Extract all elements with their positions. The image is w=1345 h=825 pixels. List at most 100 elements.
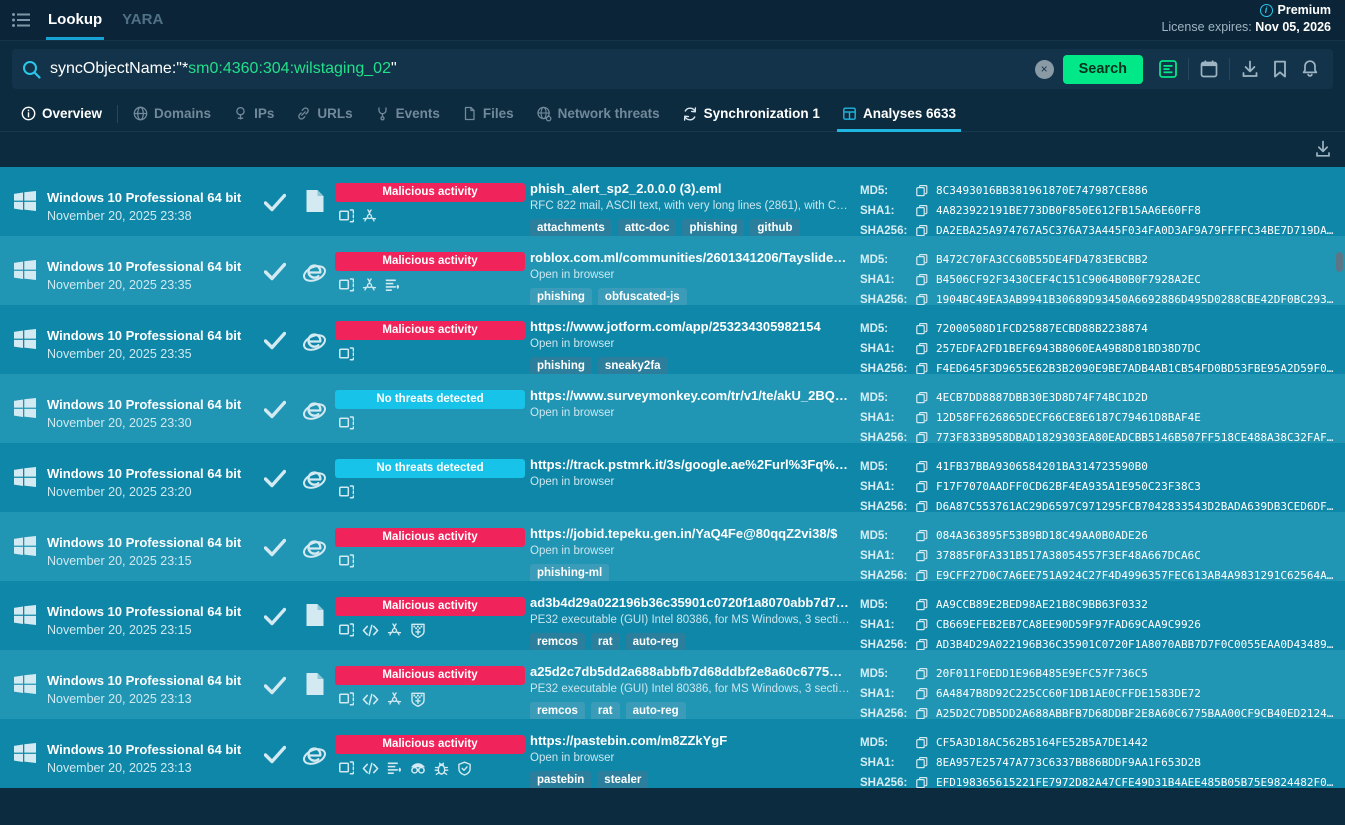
object-title[interactable]: https://jobid.tepeku.gen.in/YaQ4Fe@80qqZ… bbox=[530, 526, 838, 541]
windows-stack-icon[interactable] bbox=[339, 278, 354, 293]
copy-icon[interactable] bbox=[916, 184, 936, 198]
tag[interactable]: stealer bbox=[597, 771, 649, 788]
calendar-icon[interactable] bbox=[1194, 54, 1224, 84]
copy-icon[interactable] bbox=[916, 756, 936, 770]
verdict-badge[interactable]: Malicious activity bbox=[335, 183, 525, 202]
windows-stack-icon[interactable] bbox=[339, 761, 354, 776]
nav-tab-synchronization[interactable]: Synchronization 1 bbox=[671, 96, 831, 132]
sha1-value[interactable]: 4A823922191BE773DB0F850E612FB15AA6E60FF8 bbox=[936, 204, 1201, 217]
tag[interactable]: sneaky2fa bbox=[597, 357, 668, 374]
tag[interactable]: phishing bbox=[682, 219, 745, 236]
copy-icon[interactable] bbox=[916, 500, 936, 513]
tag[interactable]: github bbox=[750, 219, 800, 236]
copy-icon[interactable] bbox=[916, 736, 936, 750]
nav-tab-network-threats[interactable]: Network threats bbox=[525, 96, 671, 132]
copy-icon[interactable] bbox=[916, 529, 936, 543]
verdict-badge[interactable]: Malicious activity bbox=[335, 666, 525, 685]
top-tab-yara[interactable]: YARA bbox=[122, 11, 164, 28]
tag[interactable]: rat bbox=[590, 702, 620, 719]
tag[interactable]: attc-doc bbox=[617, 219, 677, 236]
verdict-badge[interactable]: No threats detected bbox=[335, 459, 525, 478]
tag[interactable]: phishing-ml bbox=[530, 564, 610, 581]
sha256-value[interactable]: DA2EBA25A974767A5C376A73A445F034FA0D3AF9… bbox=[936, 224, 1339, 236]
sha1-value[interactable]: B4506CF92F3430CEF4C151C9064B0B0F7928A2EC bbox=[936, 273, 1201, 286]
biohazard-icon[interactable] bbox=[387, 692, 402, 707]
windows-stack-icon[interactable] bbox=[339, 416, 354, 431]
object-title[interactable]: roblox.com.ml/communities/2601341206/Tay… bbox=[530, 250, 850, 265]
vertical-scrollbar[interactable] bbox=[1336, 172, 1343, 825]
windows-stack-icon[interactable] bbox=[339, 692, 354, 707]
sha256-value[interactable]: 1904BC49EA3AB9941B30689D93450A6692886D49… bbox=[936, 293, 1339, 305]
windows-stack-icon[interactable] bbox=[339, 554, 354, 569]
verdict-badge[interactable]: Malicious activity bbox=[335, 735, 525, 754]
table-row[interactable]: Windows 10 Professional 64 bit November … bbox=[0, 581, 1345, 650]
copy-icon[interactable] bbox=[916, 707, 936, 720]
md5-value[interactable]: 72000508D1FCD25887ECBD88B2238874 bbox=[936, 322, 1148, 335]
nav-tab-urls[interactable]: URLs bbox=[285, 96, 363, 132]
notification-bell-icon[interactable] bbox=[1295, 54, 1325, 84]
nav-tab-analyses[interactable]: Analyses 6633 bbox=[831, 96, 967, 132]
sha256-value[interactable]: A25D2C7DB5DD2A688ABBFB7D68DDBF2E8A60C677… bbox=[936, 707, 1339, 719]
tag[interactable]: attachments bbox=[530, 219, 612, 236]
md5-value[interactable]: 084A363895F53B9BD18C49AA0B0ADE26 bbox=[936, 529, 1148, 542]
verdict-badge[interactable]: No threats detected bbox=[335, 390, 525, 409]
shield-icon[interactable] bbox=[457, 761, 472, 776]
object-title[interactable]: phish_alert_sp2_2.0.0.0 (3).eml bbox=[530, 181, 722, 196]
object-title[interactable]: https://track.pstmrk.it/3s/google.ae%2Fu… bbox=[530, 457, 850, 472]
copy-icon[interactable] bbox=[916, 549, 936, 563]
table-row[interactable]: Windows 10 Professional 64 bit November … bbox=[0, 443, 1345, 512]
md5-value[interactable]: AA9CCB89E2BED98AE21B8C9BB63F0332 bbox=[936, 598, 1148, 611]
copy-icon[interactable] bbox=[916, 204, 936, 218]
tag[interactable]: remcos bbox=[530, 633, 585, 650]
object-title[interactable]: https://www.jotform.com/app/253234305982… bbox=[530, 319, 821, 334]
copy-icon[interactable] bbox=[916, 618, 936, 632]
script-icon[interactable] bbox=[387, 761, 402, 776]
nav-tab-domains[interactable]: Domains bbox=[122, 96, 222, 132]
md5-value[interactable]: B472C70FA3CC60B55DE4FD4783EBCBB2 bbox=[936, 253, 1148, 266]
copy-icon[interactable] bbox=[916, 687, 936, 701]
biohazard-icon[interactable] bbox=[362, 278, 377, 293]
tag[interactable]: obfuscated-js bbox=[597, 288, 687, 305]
object-title[interactable]: https://pastebin.com/m8ZZkYgF bbox=[530, 733, 728, 748]
sha1-value[interactable]: CB669EFEB2EB7CA8EE90D59F97FAD69CAA9C9926 bbox=[936, 618, 1201, 631]
scrollbar-thumb[interactable] bbox=[1336, 252, 1343, 272]
copy-icon[interactable] bbox=[916, 253, 936, 267]
shield-flag-icon[interactable] bbox=[410, 692, 426, 707]
copy-icon[interactable] bbox=[916, 569, 936, 582]
tag[interactable]: pastebin bbox=[530, 771, 592, 788]
nav-tab-files[interactable]: Files bbox=[451, 96, 525, 132]
verdict-badge[interactable]: Malicious activity bbox=[335, 528, 525, 547]
search-input[interactable]: syncObjectName:"*sm0:4360:304:wilstaging… bbox=[50, 60, 397, 77]
tag[interactable]: remcos bbox=[530, 702, 585, 719]
spy-icon[interactable] bbox=[410, 761, 426, 776]
sha256-value[interactable]: 773F833B958DBAD1829303EA80EADCBB5146B507… bbox=[936, 431, 1339, 443]
md5-value[interactable]: CF5A3D18AC562B5164FE52B5A7DE1442 bbox=[936, 736, 1148, 749]
tag[interactable]: phishing bbox=[530, 357, 592, 374]
sha256-value[interactable]: F4ED645F3D9655E62B3B2090E9BE7ADB4AB1CB54… bbox=[936, 362, 1339, 374]
tag[interactable]: auto-reg bbox=[625, 702, 686, 719]
copy-icon[interactable] bbox=[916, 342, 936, 356]
download-icon[interactable] bbox=[1235, 54, 1265, 84]
code-icon[interactable] bbox=[362, 761, 379, 776]
tag[interactable]: auto-reg bbox=[625, 633, 686, 650]
search-bar[interactable]: syncObjectName:"*sm0:4360:304:wilstaging… bbox=[12, 49, 1333, 89]
biohazard-icon[interactable] bbox=[387, 623, 402, 638]
sha256-value[interactable]: D6A87C553761AC29D6597C971295FCB704283354… bbox=[936, 500, 1339, 512]
copy-icon[interactable] bbox=[916, 322, 936, 336]
code-icon[interactable] bbox=[362, 623, 379, 638]
copy-icon[interactable] bbox=[916, 224, 936, 237]
code-icon[interactable] bbox=[362, 692, 379, 707]
copy-icon[interactable] bbox=[916, 431, 936, 444]
sha1-value[interactable]: 37885F0FA331B517A38054557F3EF48A667DCA6C bbox=[936, 549, 1201, 562]
sha256-value[interactable]: E9CFF27D0C7A6EE751A924C27F4D4996357FEC61… bbox=[936, 569, 1339, 581]
windows-stack-icon[interactable] bbox=[339, 347, 354, 362]
bookmark-icon[interactable] bbox=[1265, 54, 1295, 84]
biohazard-icon[interactable] bbox=[362, 209, 377, 224]
tag[interactable]: phishing bbox=[530, 288, 592, 305]
copy-icon[interactable] bbox=[916, 598, 936, 612]
table-row[interactable]: Windows 10 Professional 64 bit November … bbox=[0, 650, 1345, 719]
copy-icon[interactable] bbox=[916, 638, 936, 651]
md5-value[interactable]: 20F011F0EDD1E96B485E9EFC57F736C5 bbox=[936, 667, 1148, 680]
copy-icon[interactable] bbox=[916, 460, 936, 474]
sha256-value[interactable]: EFD198365615221FE7972D82A47CFE49D31B4AEE… bbox=[936, 776, 1339, 788]
